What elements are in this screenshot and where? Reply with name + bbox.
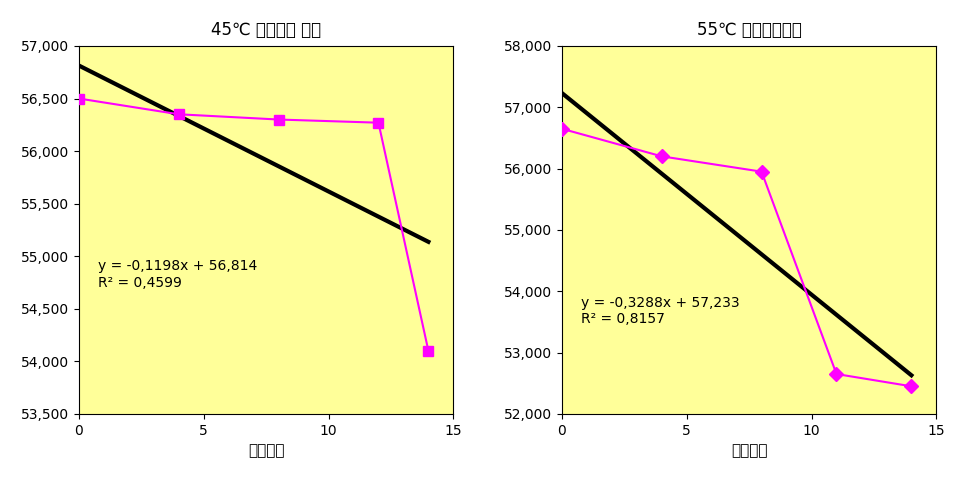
X-axis label: 보존일수: 보존일수 [248,443,284,458]
Title: 55℃ 보존실험결과: 55℃ 보존실험결과 [696,21,802,39]
Text: y = -0,1198x + 56,814
R² = 0,4599: y = -0,1198x + 56,814 R² = 0,4599 [98,259,257,289]
X-axis label: 보존일수: 보존일수 [731,443,767,458]
Title: 45℃ 보존실험 결과: 45℃ 보존실험 결과 [211,21,321,39]
Text: y = -0,3288x + 57,233
R² = 0,8157: y = -0,3288x + 57,233 R² = 0,8157 [581,296,739,326]
